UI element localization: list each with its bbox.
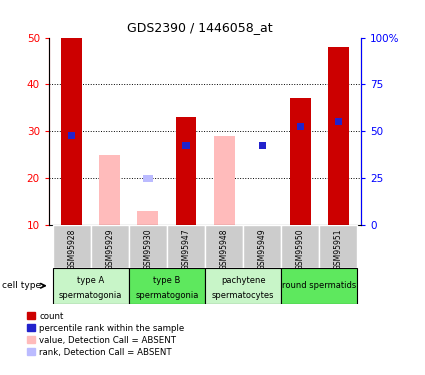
Bar	[61, 38, 82, 225]
Bar	[53, 225, 91, 268]
Bar	[319, 225, 357, 268]
Bar	[53, 268, 129, 304]
Text: round spermatids: round spermatids	[282, 281, 357, 290]
Bar	[205, 225, 243, 268]
Bar	[297, 123, 304, 130]
Bar	[281, 225, 319, 268]
Text: GSM95951: GSM95951	[334, 228, 343, 270]
Bar	[91, 225, 129, 268]
Bar	[290, 99, 311, 225]
Text: GSM95947: GSM95947	[181, 228, 190, 270]
Bar	[214, 136, 235, 225]
Text: spermatocytes: spermatocytes	[212, 291, 275, 300]
Text: type A: type A	[77, 276, 105, 285]
Text: GSM95928: GSM95928	[67, 228, 76, 270]
Bar	[68, 132, 75, 140]
Text: type B: type B	[153, 276, 181, 285]
Bar	[167, 225, 205, 268]
Text: spermatogonia: spermatogonia	[135, 291, 198, 300]
Text: spermatogonia: spermatogonia	[59, 291, 122, 300]
Text: pachytene: pachytene	[221, 276, 266, 285]
Bar	[205, 268, 281, 304]
Bar	[328, 47, 349, 225]
Text: GSM95929: GSM95929	[105, 228, 114, 270]
Bar	[176, 117, 196, 225]
Bar	[335, 118, 342, 125]
Bar	[243, 225, 281, 268]
Bar	[281, 268, 357, 304]
Bar	[129, 268, 205, 304]
Bar	[182, 142, 190, 149]
Bar	[129, 225, 167, 268]
Legend: count, percentile rank within the sample, value, Detection Call = ABSENT, rank, : count, percentile rank within the sample…	[26, 310, 186, 358]
Text: GSM95950: GSM95950	[296, 228, 305, 270]
Text: GDS2390 / 1446058_at: GDS2390 / 1446058_at	[127, 21, 272, 34]
Bar	[99, 154, 120, 225]
Text: GSM95948: GSM95948	[220, 228, 229, 270]
Text: GSM95949: GSM95949	[258, 228, 267, 270]
Bar	[143, 175, 153, 181]
Bar	[258, 142, 266, 149]
Bar	[137, 211, 159, 225]
Text: GSM95930: GSM95930	[143, 228, 153, 270]
Text: cell type: cell type	[2, 281, 41, 290]
